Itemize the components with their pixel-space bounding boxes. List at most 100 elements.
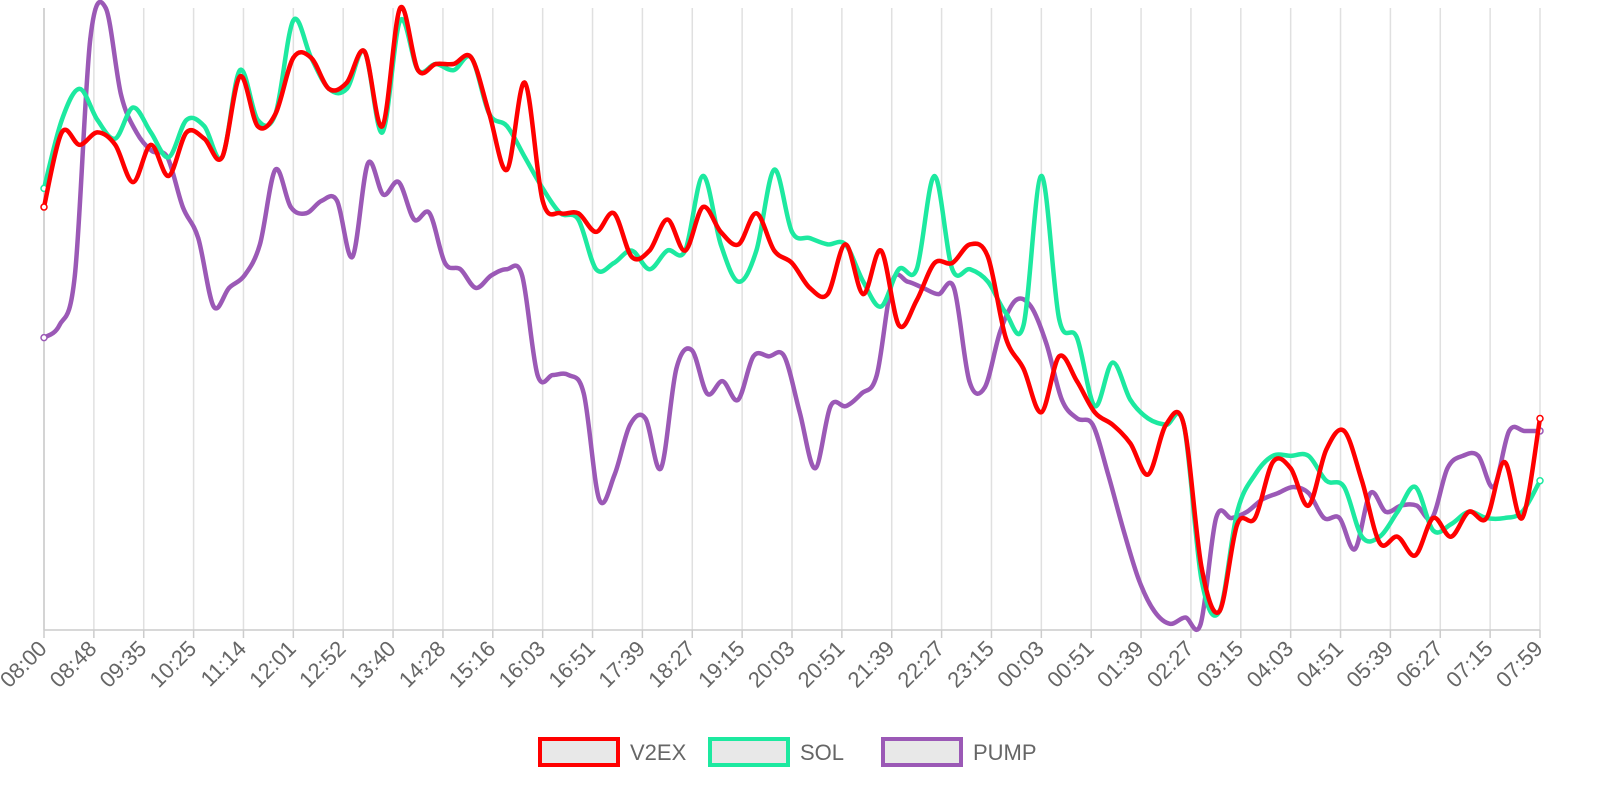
data-point-v2ex bbox=[1324, 447, 1329, 452]
data-point-v2ex bbox=[505, 167, 510, 172]
legend-item-sol[interactable]: SOL bbox=[708, 737, 844, 767]
data-point-pump bbox=[242, 273, 247, 278]
data-point-pump bbox=[1152, 609, 1157, 614]
data-point-v2ex bbox=[487, 111, 492, 116]
data-point-v2ex bbox=[220, 155, 225, 160]
data-point-v2ex bbox=[95, 130, 100, 135]
data-point-sol bbox=[59, 117, 64, 122]
data-point-v2ex bbox=[772, 248, 777, 253]
data-point-pump bbox=[967, 379, 972, 384]
data-point-v2ex bbox=[380, 124, 385, 129]
data-point-pump bbox=[612, 472, 617, 477]
data-point-pump bbox=[1229, 516, 1234, 521]
data-point-v2ex bbox=[344, 80, 349, 85]
data-point-v2ex bbox=[879, 248, 884, 253]
data-point-v2ex bbox=[469, 55, 474, 60]
legend-item-pump[interactable]: PUMP bbox=[881, 737, 1037, 767]
data-point-pump bbox=[211, 304, 216, 309]
data-point-pump bbox=[1029, 304, 1034, 309]
data-point-pump bbox=[350, 254, 355, 259]
x-tick-label: 07:59 bbox=[1491, 636, 1548, 693]
data-point-pump bbox=[288, 205, 293, 210]
x-tick-label: 13:40 bbox=[344, 636, 401, 693]
data-point-v2ex bbox=[255, 124, 260, 129]
data-point-pump bbox=[381, 192, 386, 197]
data-point-sol bbox=[754, 248, 759, 253]
data-point-pump bbox=[658, 466, 663, 471]
data-point-pump bbox=[936, 292, 941, 297]
data-point-pump bbox=[1275, 491, 1280, 496]
data-point-pump bbox=[442, 261, 447, 266]
data-point-sol bbox=[380, 130, 385, 135]
legend-label-pump: PUMP bbox=[973, 740, 1037, 765]
data-point-pump bbox=[227, 285, 232, 290]
x-tick-label: 14:28 bbox=[394, 636, 451, 693]
data-point-sol bbox=[131, 105, 136, 110]
data-point-v2ex bbox=[736, 242, 741, 247]
data-point-sol bbox=[344, 86, 349, 91]
data-point-v2ex bbox=[1306, 503, 1311, 508]
data-point-v2ex bbox=[433, 61, 438, 66]
data-point-sol bbox=[611, 261, 616, 266]
data-point-pump bbox=[843, 404, 848, 409]
x-tick-label: 00:51 bbox=[1042, 636, 1099, 693]
x-tick-label: 02:27 bbox=[1142, 636, 1199, 693]
data-point-v2ex bbox=[683, 248, 688, 253]
data-point-pump bbox=[119, 93, 124, 98]
data-point-v2ex bbox=[1520, 516, 1525, 521]
data-point-v2ex bbox=[237, 74, 242, 79]
data-point-v2ex bbox=[718, 229, 723, 234]
legend-swatch-v2ex bbox=[538, 737, 620, 767]
x-tick-label: 20:03 bbox=[743, 636, 800, 693]
x-tick-label: 11:14 bbox=[196, 636, 251, 691]
legend-label-sol: SOL bbox=[800, 740, 844, 765]
legend-label-v2ex: V2EX bbox=[630, 740, 687, 765]
data-point-pump bbox=[874, 372, 879, 377]
data-point-sol bbox=[772, 167, 777, 172]
data-point-sol bbox=[1306, 453, 1311, 458]
data-point-pump bbox=[998, 329, 1003, 334]
data-point-pump bbox=[1075, 416, 1080, 421]
x-tick-label: 08:00 bbox=[0, 636, 52, 693]
data-point-sol bbox=[861, 279, 866, 284]
data-point-pump bbox=[1322, 516, 1327, 521]
data-point-pump bbox=[720, 379, 725, 384]
data-point-sol bbox=[148, 130, 153, 135]
data-point-sol bbox=[1324, 478, 1329, 483]
data-point-pump bbox=[597, 497, 602, 502]
data-point-pump bbox=[427, 211, 432, 216]
data-point-pump bbox=[674, 366, 679, 371]
data-point-v2ex bbox=[1003, 335, 1008, 340]
data-point-pump bbox=[813, 466, 818, 471]
data-point-sol bbox=[1448, 522, 1453, 527]
legend-item-v2ex[interactable]: V2EX bbox=[538, 737, 687, 767]
x-tick-label: 04:51 bbox=[1291, 636, 1348, 693]
data-point-pump bbox=[1383, 509, 1388, 514]
data-point-v2ex bbox=[968, 242, 973, 247]
data-point-v2ex bbox=[416, 68, 420, 73]
data-point-sol bbox=[95, 117, 100, 122]
x-tick-label: 20:51 bbox=[793, 636, 850, 693]
data-point-sol bbox=[1074, 335, 1079, 340]
x-tick-label: 00:03 bbox=[992, 636, 1049, 693]
x-tick-label: 21:39 bbox=[843, 636, 900, 693]
data-point-pump bbox=[412, 217, 417, 222]
data-point-pump bbox=[751, 354, 756, 359]
data-point-v2ex bbox=[1074, 379, 1079, 384]
data-point-v2ex bbox=[540, 198, 545, 203]
data-point-v2ex bbox=[1164, 422, 1168, 427]
data-point-sol bbox=[914, 267, 919, 272]
data-point-v2ex bbox=[647, 248, 652, 253]
data-point-v2ex bbox=[1342, 428, 1347, 433]
data-point-sol bbox=[1359, 534, 1364, 539]
data-point-sol bbox=[1502, 516, 1507, 521]
data-point-pump bbox=[1106, 472, 1111, 477]
series-sol bbox=[40, 16, 1544, 618]
data-point-pump bbox=[473, 285, 478, 290]
data-point-sol bbox=[825, 242, 830, 247]
data-point-pump bbox=[643, 416, 648, 421]
data-point-pump bbox=[365, 161, 370, 166]
data-point-v2ex bbox=[326, 86, 331, 91]
data-point-pump bbox=[103, 6, 108, 10]
